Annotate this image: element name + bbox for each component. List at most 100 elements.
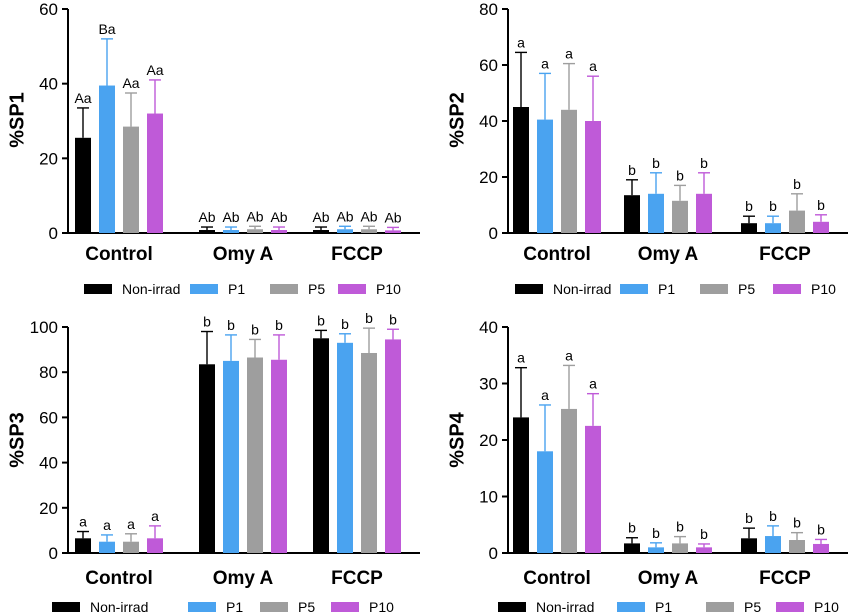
- bar-p1-fccp: [765, 223, 781, 233]
- legend-swatch-non-irrad: [515, 284, 543, 294]
- y-tick-label: 60: [479, 56, 498, 75]
- significance-label: Ba: [98, 21, 115, 37]
- bar-p1-omy-a: [648, 193, 664, 233]
- y-tick-label: 0: [49, 544, 58, 563]
- significance-label: b: [769, 508, 777, 524]
- y-tick-label: 40: [479, 318, 498, 337]
- x-category-label: Omy A: [213, 568, 274, 589]
- significance-label: Aa: [146, 62, 163, 78]
- legend-label: P1: [658, 281, 675, 297]
- significance-label: a: [517, 34, 525, 50]
- legend-label: P5: [298, 599, 315, 615]
- bar-non-irrad-control: [75, 538, 91, 553]
- bar-p5-control: [123, 541, 139, 553]
- legend-swatch-p10: [331, 602, 359, 612]
- significance-label: b: [389, 311, 397, 327]
- y-tick-label: 20: [479, 431, 498, 450]
- legend-label: P5: [738, 281, 755, 297]
- y-axis-label: %SP2: [446, 92, 468, 148]
- y-tick-label: 60: [39, 0, 58, 19]
- legend-label: P1: [226, 599, 243, 615]
- legend-label: P10: [811, 281, 836, 297]
- significance-label: Ab: [336, 208, 353, 224]
- y-axis-label: %SP1: [6, 92, 28, 148]
- significance-label: a: [103, 517, 111, 533]
- legend-swatch-p5: [260, 602, 288, 612]
- y-tick-label: 30: [479, 375, 498, 394]
- legend-swatch-p1: [188, 602, 216, 612]
- bar-p5-fccp: [361, 229, 377, 233]
- significance-label: a: [541, 55, 549, 71]
- legend-swatch-non-irrad: [52, 602, 80, 612]
- significance-label: a: [541, 387, 549, 403]
- y-tick-label: 60: [39, 408, 58, 427]
- significance-label: b: [700, 155, 708, 171]
- legend-label: P10: [814, 599, 839, 615]
- y-tick-label: 0: [489, 544, 498, 563]
- significance-label: a: [589, 376, 597, 392]
- significance-label: Ab: [270, 209, 287, 225]
- bar-p5-control: [123, 126, 139, 233]
- legend-swatch-p5: [270, 284, 298, 294]
- bar-non-irrad-control: [75, 137, 91, 233]
- bar-non-irrad-control: [513, 417, 529, 553]
- bar-p5-control: [561, 109, 577, 233]
- y-tick-label: 80: [479, 0, 498, 19]
- legend-swatch-non-irrad: [498, 602, 526, 612]
- legend-label: P1: [655, 599, 672, 615]
- significance-label: b: [341, 316, 349, 332]
- legend-swatch-p1: [190, 284, 218, 294]
- bar-p5-fccp: [789, 210, 805, 233]
- legend-swatch-p10: [773, 284, 801, 294]
- significance-label: Aa: [74, 90, 91, 106]
- bar-p1-control: [99, 541, 115, 553]
- x-category-label: Control: [85, 244, 153, 265]
- legend-label: P5: [744, 599, 761, 615]
- significance-label: b: [793, 176, 801, 192]
- bar-p5-fccp: [361, 352, 377, 553]
- bar-p1-omy-a: [648, 547, 664, 553]
- bar-p5-omy-a: [672, 200, 688, 233]
- significance-label: a: [517, 350, 525, 366]
- bar-p5-omy-a: [672, 543, 688, 553]
- significance-label: a: [589, 58, 597, 74]
- bar-non-irrad-omy-a: [199, 230, 215, 233]
- bar-p5-fccp: [789, 540, 805, 553]
- x-category-label: FCCP: [331, 244, 383, 265]
- bar-non-irrad-omy-a: [624, 195, 640, 233]
- significance-label: b: [227, 317, 235, 333]
- bar-p10-fccp: [813, 221, 829, 233]
- significance-label: Ab: [360, 208, 377, 224]
- significance-label: a: [151, 508, 159, 524]
- significance-label: b: [652, 525, 660, 541]
- bar-p10-fccp: [813, 543, 829, 553]
- significance-label: b: [676, 167, 684, 183]
- bar-p1-fccp: [337, 229, 353, 233]
- significance-label: Ab: [222, 209, 239, 225]
- bar-p1-control: [537, 451, 553, 553]
- significance-label: b: [817, 197, 825, 213]
- significance-label: a: [79, 514, 87, 530]
- significance-label: b: [817, 521, 825, 537]
- significance-label: b: [275, 317, 283, 333]
- y-tick-label: 40: [479, 112, 498, 131]
- x-category-label: FCCP: [331, 568, 383, 589]
- y-tick-label: 80: [39, 363, 58, 382]
- significance-label: b: [317, 312, 325, 328]
- bar-p10-omy-a: [271, 230, 287, 233]
- legend-label: Non-irrad: [536, 599, 594, 615]
- significance-label: Ab: [198, 209, 215, 225]
- significance-label: b: [700, 526, 708, 542]
- y-tick-label: 20: [39, 499, 58, 518]
- x-category-label: FCCP: [759, 244, 811, 265]
- bar-p1-control: [99, 85, 115, 234]
- chart-panel-1: 0 20 40 60 %SP1 Aa Ba Aa Aa Control Ab Ab Ab Ab Omy A A…: [6, 0, 420, 297]
- legend-swatch-p10: [776, 602, 804, 612]
- legend-swatch-p1: [617, 602, 645, 612]
- bar-p5-omy-a: [247, 229, 263, 233]
- x-category-label: Omy A: [638, 568, 699, 589]
- bar-p1-omy-a: [223, 360, 239, 553]
